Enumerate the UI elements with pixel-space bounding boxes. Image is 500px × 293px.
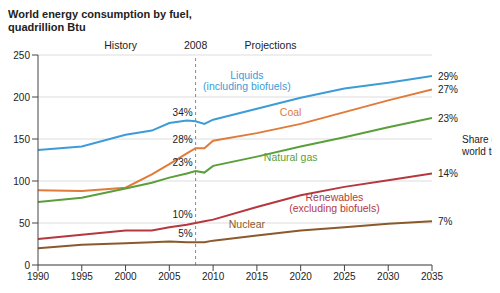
svg-text:2035: 2035: [421, 271, 444, 282]
svg-text:2008: 2008: [184, 39, 208, 51]
svg-text:100: 100: [13, 176, 30, 187]
svg-text:Liquids: Liquids: [230, 68, 264, 81]
svg-text:2020: 2020: [290, 271, 313, 282]
svg-text:34%: 34%: [173, 107, 193, 118]
svg-text:1995: 1995: [71, 271, 94, 282]
svg-text:29%: 29%: [438, 71, 458, 82]
svg-text:28%: 28%: [173, 134, 193, 145]
svg-text:2030: 2030: [377, 271, 400, 282]
svg-text:Coal: Coal: [280, 106, 302, 118]
svg-text:(excluding biofuels): (excluding biofuels): [289, 202, 379, 214]
svg-text:10%: 10%: [173, 209, 193, 220]
svg-text:Nuclear: Nuclear: [229, 218, 266, 230]
svg-text:Projections: Projections: [245, 39, 297, 51]
html-text:Share of: Share of: [462, 133, 500, 145]
svg-text:2005: 2005: [158, 271, 181, 282]
html-text:quadrillion Btu: quadrillion Btu: [8, 21, 86, 33]
svg-text:200: 200: [13, 92, 30, 103]
svg-text:23%: 23%: [438, 113, 458, 124]
svg-text:14%: 14%: [438, 168, 458, 179]
svg-text:50: 50: [19, 218, 31, 229]
svg-text:History: History: [104, 39, 137, 51]
svg-text:1990: 1990: [27, 271, 50, 282]
svg-text:2025: 2025: [333, 271, 356, 282]
svg-text:Renewables: Renewables: [305, 190, 364, 203]
svg-text:(including biofuels): (including biofuels): [203, 80, 291, 92]
svg-text:150: 150: [13, 134, 30, 145]
svg-text:250: 250: [13, 50, 30, 61]
svg-text:27%: 27%: [438, 84, 458, 95]
svg-text:5%: 5%: [178, 228, 193, 239]
html-text:World energy consumption by fu: World energy consumption by fuel,: [8, 8, 192, 20]
svg-text:23%: 23%: [173, 157, 193, 168]
svg-text:2010: 2010: [202, 271, 225, 282]
svg-text:Natural gas: Natural gas: [264, 151, 318, 163]
svg-text:7%: 7%: [438, 216, 453, 227]
svg-text:2015: 2015: [246, 271, 269, 282]
svg-text:2000: 2000: [114, 271, 137, 282]
svg-text:0: 0: [24, 260, 30, 271]
